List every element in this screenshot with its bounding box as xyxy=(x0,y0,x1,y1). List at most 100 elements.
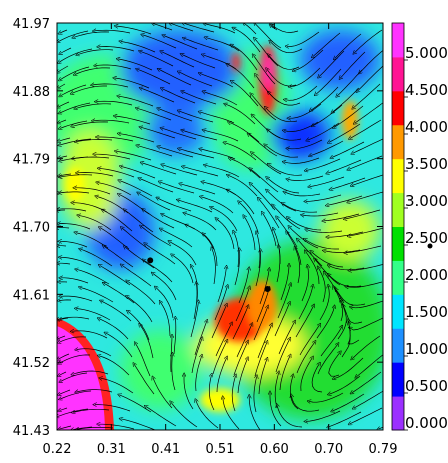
streamline xyxy=(61,296,93,302)
heatmap-region xyxy=(342,100,358,140)
streamline xyxy=(316,307,334,339)
streamline xyxy=(104,246,134,268)
heatmap-region xyxy=(232,52,240,72)
streamline xyxy=(78,49,114,55)
streamline xyxy=(285,192,321,197)
streamline xyxy=(208,375,215,411)
streamline xyxy=(345,209,381,219)
streamline xyxy=(238,269,249,304)
streamline xyxy=(349,191,383,202)
point-marker xyxy=(147,257,154,264)
colorbar-segment xyxy=(392,226,404,261)
streamline xyxy=(328,159,362,173)
streamline xyxy=(285,85,318,100)
streamline xyxy=(353,83,381,108)
streamline xyxy=(57,316,90,320)
streamline xyxy=(158,109,193,122)
streamline xyxy=(306,194,342,201)
streamline xyxy=(144,260,173,283)
streamline xyxy=(309,176,345,187)
streamline xyxy=(284,157,320,163)
streamline xyxy=(350,119,382,138)
streamline xyxy=(59,371,67,376)
streamline xyxy=(161,229,193,248)
streamline xyxy=(239,202,259,233)
streamline xyxy=(58,65,69,72)
colorbar-label: 0.500 xyxy=(405,377,448,395)
streamline xyxy=(60,241,88,248)
streamline xyxy=(244,216,256,251)
colorbar: 0.000 0.500 1.000 1.500 2.000 2.500 3.000 3.500… xyxy=(391,22,448,432)
streamline xyxy=(201,149,236,160)
streamline xyxy=(348,320,360,345)
streamline xyxy=(160,302,171,337)
streamline xyxy=(179,72,213,87)
streamline xyxy=(251,94,277,121)
streamline xyxy=(280,265,289,301)
streamline xyxy=(249,134,278,157)
streamline xyxy=(153,273,177,301)
streamline xyxy=(138,193,171,211)
streamline xyxy=(332,87,360,112)
streamline xyxy=(76,389,113,392)
y-tick-label: 41.43 xyxy=(13,424,50,439)
streamline xyxy=(267,190,297,212)
streamline xyxy=(266,108,298,123)
streamline xyxy=(294,49,324,71)
streamline xyxy=(170,23,194,32)
streamline xyxy=(298,286,313,320)
streamline xyxy=(289,227,319,249)
heatmap-region xyxy=(145,105,205,155)
streamline xyxy=(204,130,239,142)
streamline xyxy=(125,210,154,233)
streamline xyxy=(135,343,151,377)
streamline xyxy=(59,336,87,343)
streamline xyxy=(227,64,255,89)
streamline xyxy=(335,33,362,59)
colorbar-label: 2.000 xyxy=(405,266,448,284)
streamline xyxy=(269,93,301,106)
streamline xyxy=(234,28,261,53)
streamline xyxy=(137,108,172,121)
streamline xyxy=(223,398,240,430)
streamline xyxy=(278,322,295,355)
streamline xyxy=(118,59,153,71)
streamline xyxy=(172,255,194,284)
streamline xyxy=(59,48,93,62)
colorbar-segment xyxy=(392,362,404,397)
streamline xyxy=(153,24,173,31)
streamline xyxy=(134,364,155,395)
streamline xyxy=(288,175,324,181)
colorbar-segment xyxy=(392,23,404,58)
streamline xyxy=(302,212,339,216)
streamline xyxy=(301,266,309,302)
streamline xyxy=(76,103,112,109)
x-tick-label: 0.22 xyxy=(43,442,72,457)
streamline xyxy=(258,359,267,395)
streamline xyxy=(61,372,88,382)
streamline xyxy=(287,31,320,47)
streamline xyxy=(295,306,314,338)
streamline xyxy=(354,29,383,53)
streamline xyxy=(288,218,322,231)
streamline xyxy=(337,69,363,96)
streamline xyxy=(235,288,249,322)
point-markers xyxy=(147,257,271,293)
streamline xyxy=(313,104,343,126)
streamline xyxy=(319,286,329,321)
y-tick-label: 41.61 xyxy=(13,288,50,303)
heatmap-region xyxy=(320,200,380,260)
colorbar-segment xyxy=(392,56,404,92)
streamline xyxy=(272,25,299,33)
streamline xyxy=(313,32,341,57)
streamline xyxy=(99,47,135,52)
streamline xyxy=(178,200,213,213)
streamline xyxy=(230,159,261,179)
streamline xyxy=(101,301,132,322)
heatmap-region xyxy=(270,110,330,160)
streamline xyxy=(253,55,276,85)
streamline xyxy=(352,174,383,186)
streamline xyxy=(58,335,66,339)
streamline xyxy=(252,153,282,175)
